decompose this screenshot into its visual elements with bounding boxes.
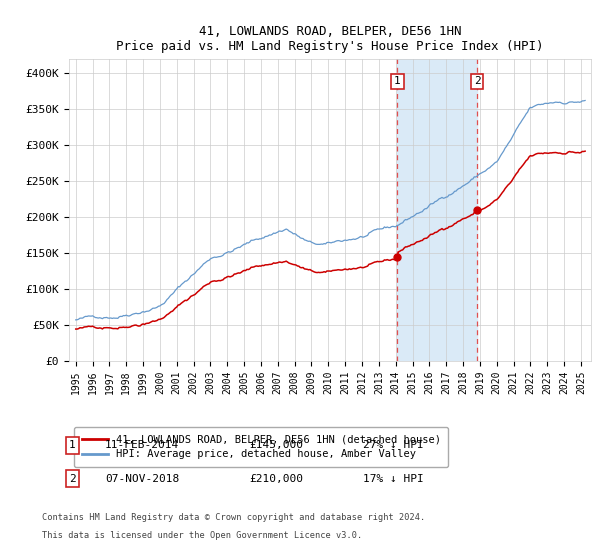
Text: 1: 1 bbox=[69, 440, 76, 450]
Bar bbox=[397, 59, 478, 361]
Text: £210,000: £210,000 bbox=[249, 474, 303, 484]
Text: This data is licensed under the Open Government Licence v3.0.: This data is licensed under the Open Gov… bbox=[42, 531, 362, 540]
Text: 2: 2 bbox=[69, 474, 76, 484]
Text: £145,000: £145,000 bbox=[249, 440, 303, 450]
Text: 27% ↓ HPI: 27% ↓ HPI bbox=[363, 440, 424, 450]
Text: 11-FEB-2014: 11-FEB-2014 bbox=[105, 440, 179, 450]
Text: 1: 1 bbox=[394, 77, 401, 86]
Text: 07-NOV-2018: 07-NOV-2018 bbox=[105, 474, 179, 484]
Title: 41, LOWLANDS ROAD, BELPER, DE56 1HN
Price paid vs. HM Land Registry's House Pric: 41, LOWLANDS ROAD, BELPER, DE56 1HN Pric… bbox=[116, 25, 544, 53]
Text: Contains HM Land Registry data © Crown copyright and database right 2024.: Contains HM Land Registry data © Crown c… bbox=[42, 513, 425, 522]
Legend: 41, LOWLANDS ROAD, BELPER, DE56 1HN (detached house), HPI: Average price, detach: 41, LOWLANDS ROAD, BELPER, DE56 1HN (det… bbox=[74, 427, 448, 466]
Text: 17% ↓ HPI: 17% ↓ HPI bbox=[363, 474, 424, 484]
Text: 2: 2 bbox=[474, 77, 481, 86]
